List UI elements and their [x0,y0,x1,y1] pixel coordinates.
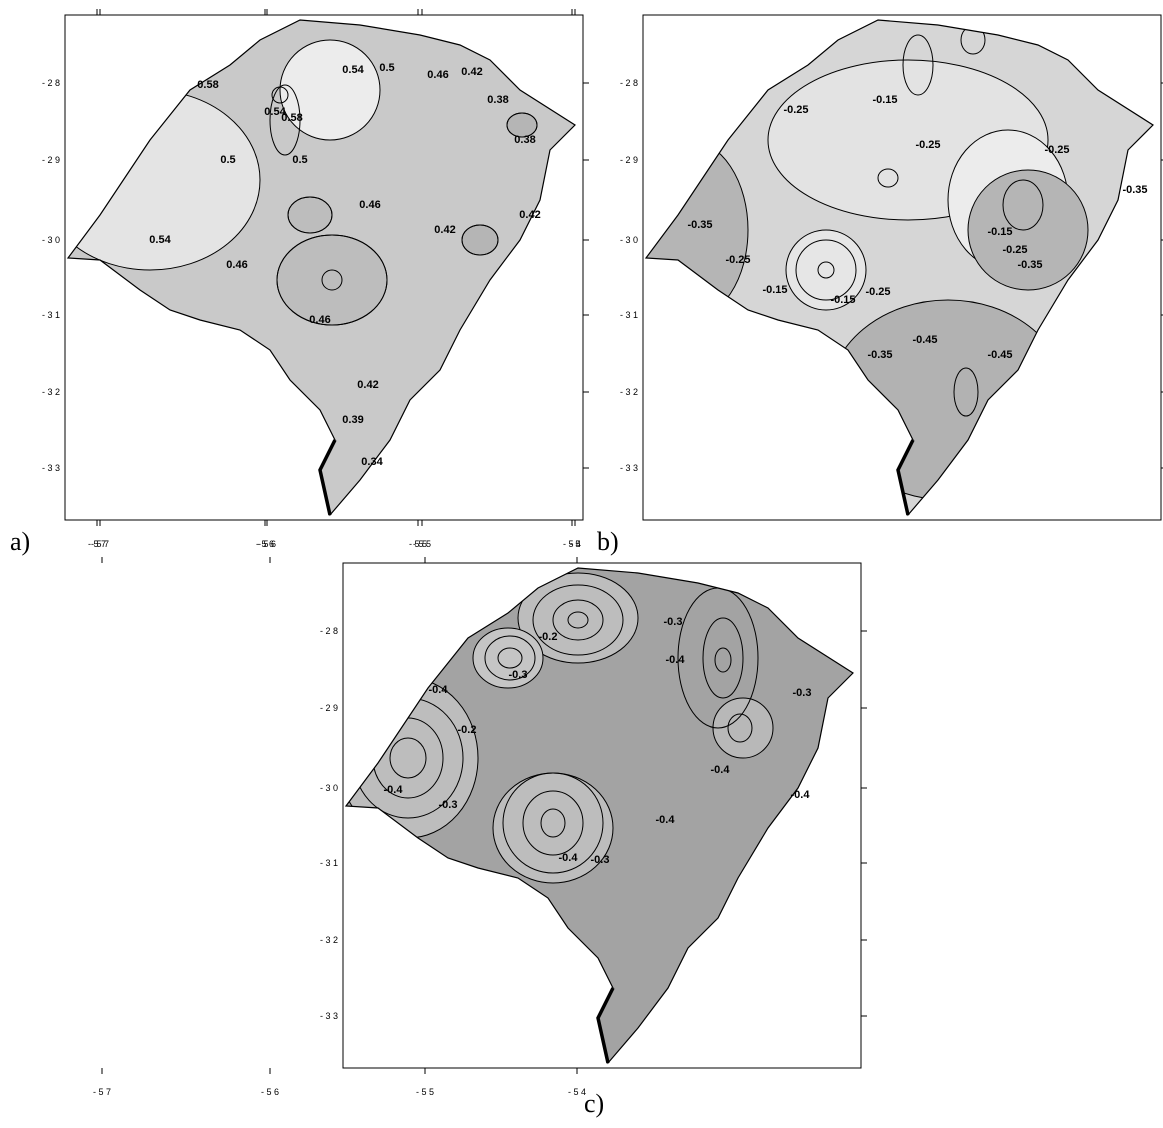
x-tick-label: - 5 7 [93,1087,111,1097]
y-tick-label: - 2 9 [42,155,60,165]
contour-region [493,773,613,883]
y-tick-label: - 2 8 [42,78,60,88]
x-tick-label: - 5 5 [416,1087,434,1097]
figure: 0.58 0.54 0.54 0.5 0.46 0.42 0.38 0.58 0.38 0.5 0.… [0,0,1163,1128]
contour-label: -0.25 [1044,144,1069,156]
contour-label: 0.58 [197,79,218,91]
contour-label: 0.42 [461,66,482,78]
contour-label: 0.46 [359,199,380,211]
contour-label: -0.2 [539,631,558,643]
contour-label: -0.3 [591,854,610,866]
y-tick-label: - 2 9 [620,155,638,165]
contour-line [781,31,805,59]
contour-label: 0.5 [292,154,307,166]
panel-label: b) [597,527,619,556]
y-tick-label: - 3 3 [42,463,60,473]
contour-label: -0.4 [791,789,811,801]
contour-label: -0.3 [664,616,683,628]
contour-label: -0.45 [987,349,1012,361]
contour-label: -0.45 [912,334,937,346]
contour-label: 0.42 [357,379,378,391]
y-tick-label: - 3 1 [620,310,638,320]
contour-label: -0.4 [384,784,404,796]
map-panel: 0.58 0.54 0.54 0.5 0.46 0.42 0.38 0.58 0.38 0.5 0.… [40,9,589,549]
contour-label: 0.5 [379,62,394,74]
y-tick-label: - 3 0 [320,783,338,793]
contour-label: -0.15 [987,226,1012,238]
x-tick-label: - 5 6 [258,539,276,549]
contour-label: -0.3 [509,669,528,681]
contour-label: -0.15 [872,94,897,106]
y-tick-label: - 2 8 [620,78,638,88]
contour-label: -0.25 [725,254,750,266]
contour-label: 0.38 [514,134,535,146]
contour-label: -0.15 [762,284,787,296]
contour-label: -0.25 [865,286,890,298]
contour-label: -0.4 [666,654,686,666]
x-tick-label: - 5 6 [261,1087,279,1097]
y-tick-label: - 3 2 [620,387,638,397]
contour-label: 0.46 [427,69,448,81]
contour-label: -0.4 [429,684,449,696]
contour-label: 0.54 [342,64,364,76]
contour-label: -0.25 [1002,244,1027,256]
contour-label: -0.35 [1122,184,1147,196]
contour-region [280,40,380,140]
y-tick-label: - 3 2 [42,387,60,397]
contour-region [828,300,1068,500]
contour-label: 0.46 [309,314,330,326]
panel-label: a) [10,527,30,556]
y-tick-label: - 2 9 [320,703,338,713]
y-tick-label: - 3 2 [320,935,338,945]
contour-label: 0.42 [434,224,455,236]
x-tick-label: - 5 7 [88,539,106,549]
y-tick-label: - 3 3 [320,1011,338,1021]
contour-label: 0.38 [487,94,508,106]
contour-label: 0.46 [226,259,247,271]
panel-label: c) [584,1089,604,1118]
contour-label: -0.25 [783,104,808,116]
contour-label: -0.25 [915,139,940,151]
contour-label: -0.35 [867,349,892,361]
map-panel: -0.2 -0.3 -0.4 -0.3 -0.4 -0.2 -0.3 -0.4 -0.4 -0.4… [93,557,867,1097]
contour-label: -0.4 [711,764,731,776]
contour-label: -0.3 [439,799,458,811]
y-tick-label: - 3 0 [42,235,60,245]
contour-label: 0.5 [220,154,235,166]
y-tick-label: - 3 3 [620,463,638,473]
contour-label: 0.39 [342,414,363,426]
contour-label: -0.4 [559,852,579,864]
contour-label: -0.35 [1017,259,1042,271]
y-tick-label: - 3 0 [620,235,638,245]
contour-region [338,678,478,838]
contour-region [968,170,1088,290]
x-tick-label: - 5 [570,539,581,549]
contour-label: 0.54 [149,234,171,246]
contour-label: 0.34 [361,456,383,468]
contour-label: 0.58 [281,112,302,124]
x-tick-label: - 5 5 [413,539,431,549]
y-tick-label: - 3 1 [42,310,60,320]
contour-label: -0.4 [656,814,676,826]
contour-label: -0.3 [793,687,812,699]
y-tick-label: - 3 1 [320,858,338,868]
contour-label: -0.15 [830,294,855,306]
y-tick-label: - 2 8 [320,626,338,636]
contour-label: -0.35 [687,219,712,231]
contour-label: -0.2 [458,724,477,736]
contour-label: 0.42 [519,209,540,221]
